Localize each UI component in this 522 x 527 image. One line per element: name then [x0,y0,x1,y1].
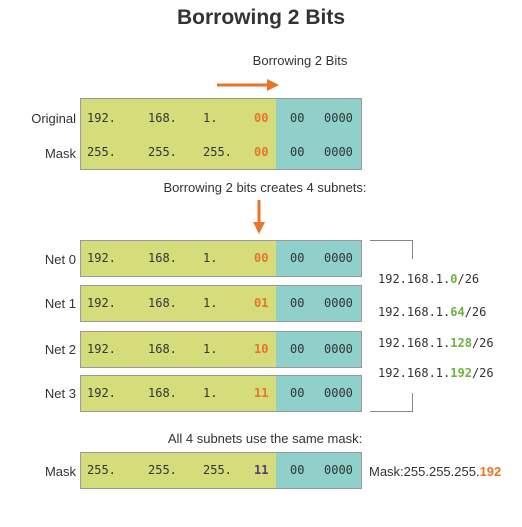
subnet-address-net-1: 192.168.1.64/26 [378,305,487,319]
row-label-net-1: Net 1 [44,296,76,311]
subnet-address-net-3: 192.168.1.192/26 [378,366,494,380]
octet-1: 192. [87,111,116,125]
host-field [276,332,361,367]
octet-2: 255. [148,463,177,477]
subnet-address-net-2: 192.168.1.128/26 [378,336,494,350]
host-bits-b: 0000 [324,463,353,477]
host-field [276,453,361,488]
borrowed-bits: 10 [254,342,269,356]
right-arrow-icon [217,79,279,91]
octet-2: 168. [148,386,177,400]
row-label-original: Original [31,111,76,126]
host-field [276,241,361,276]
borrowed-bits: 00 [254,145,269,159]
octet-1: 192. [87,296,116,310]
host-field [276,286,361,321]
subnet-mask-bar: 255. 255. 255. 11 00 0000 [80,452,362,489]
host-bits-b: 0000 [324,145,353,159]
host-bits-a: 00 [290,145,305,159]
host-bits-a: 00 [290,296,305,310]
row-label-mask: Mask [44,146,76,161]
borrowed-bits: 11 [254,386,269,400]
net-1-bar: 192. 168. 1. 01 00 0000 [80,285,362,322]
row-label-mask-bottom: Mask [44,464,76,479]
host-field [276,376,361,411]
octet-1: 192. [87,251,116,265]
row-label-net-3: Net 3 [44,386,76,401]
octet-3: 1. [203,386,218,400]
octet-1: 255. [87,463,116,477]
host-bits-a: 00 [290,386,305,400]
subnet-address-net-0: 192.168.1.0/26 [378,272,480,286]
octet-2: 168. [148,342,177,356]
down-arrow-icon [253,200,265,234]
borrowed-bits: 01 [254,296,269,310]
net-0-bar: 192. 168. 1. 00 00 0000 [80,240,362,277]
host-bits-b: 0000 [324,251,353,265]
host-bits-a: 00 [290,342,305,356]
subnets-caption: Borrowing 2 bits creates 4 subnets: [163,180,367,195]
net-3-bar: 192. 168. 1. 11 00 0000 [80,375,362,412]
host-bits-b: 0000 [324,342,353,356]
row-label-net-2: Net 2 [44,342,76,357]
borrowing-caption: Borrowing 2 Bits [252,53,348,68]
borrowed-bits: 11 [254,463,269,477]
host-bits-a: 00 [290,111,305,125]
original-mask-bar: 192. 168. 1. 00 00 0000 255. 255. 255. 0… [80,98,362,170]
diagram-title: Borrowing 2 Bits [176,6,345,29]
octet-3: 255. [203,145,232,159]
borrowed-bits: 00 [254,251,269,265]
octet-2: 255. [148,145,177,159]
octet-2: 168. [148,251,177,265]
host-bits-b: 0000 [324,111,353,125]
subnet-mask-result: Mask:255.255.255.192 [369,464,502,479]
same-mask-caption: All 4 subnets use the same mask: [167,431,363,446]
octet-2: 168. [148,296,177,310]
borrowed-bits: 00 [254,111,269,125]
octet-1: 192. [87,386,116,400]
octet-3: 1. [203,111,218,125]
host-field [276,99,361,169]
host-bits-b: 0000 [324,296,353,310]
octet-1: 255. [87,145,116,159]
octet-1: 192. [87,342,116,356]
octet-3: 255. [203,463,232,477]
host-bits-a: 00 [290,251,305,265]
octet-3: 1. [203,342,218,356]
host-bits-b: 0000 [324,386,353,400]
net-2-bar: 192. 168. 1. 10 00 0000 [80,331,362,368]
octet-2: 168. [148,111,177,125]
bracket-top [370,240,413,259]
host-bits-a: 00 [290,463,305,477]
row-label-net-0: Net 0 [44,252,76,267]
octet-3: 1. [203,296,218,310]
octet-3: 1. [203,251,218,265]
bracket-bottom [370,393,413,412]
